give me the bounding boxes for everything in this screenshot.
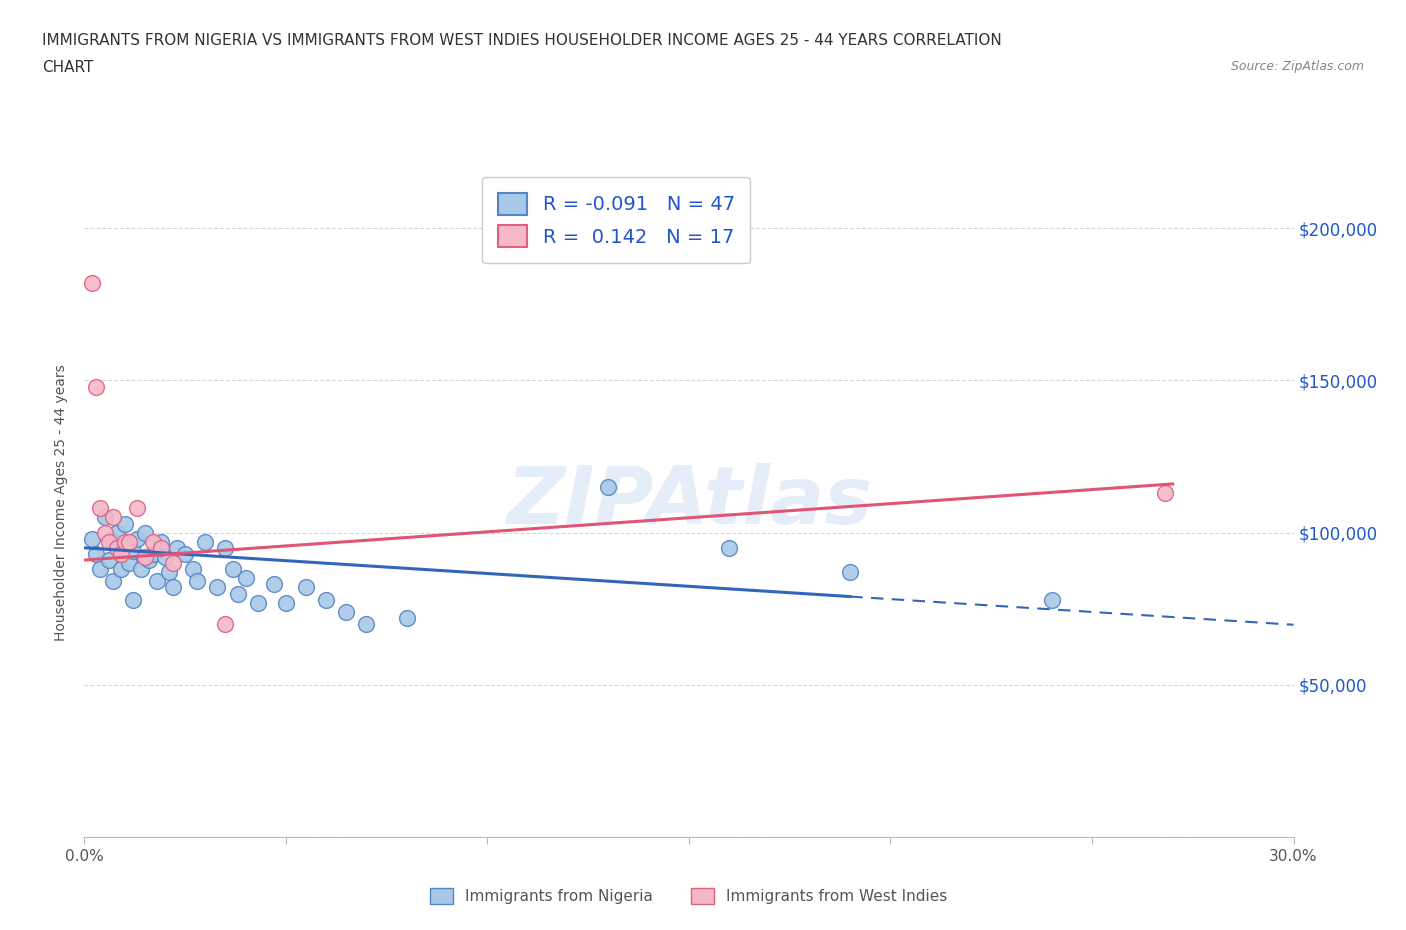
Point <box>134 550 156 565</box>
Point <box>315 592 337 607</box>
Point <box>125 531 148 546</box>
Point <box>129 562 152 577</box>
Point <box>93 525 115 540</box>
Point <box>101 535 124 550</box>
Point <box>97 535 120 550</box>
Point <box>149 540 172 555</box>
Point <box>1153 485 1175 500</box>
Point <box>89 562 111 577</box>
Point <box>86 547 108 562</box>
Point <box>598 480 620 495</box>
Point <box>118 535 141 550</box>
Point <box>114 535 136 550</box>
Point <box>97 552 120 567</box>
Point <box>153 550 176 565</box>
Point <box>395 610 418 625</box>
Point <box>149 535 172 550</box>
Point <box>121 592 143 607</box>
Legend: Immigrants from Nigeria, Immigrants from West Indies: Immigrants from Nigeria, Immigrants from… <box>418 876 960 916</box>
Point <box>718 540 741 555</box>
Point <box>146 574 169 589</box>
Point <box>134 525 156 540</box>
Point <box>226 586 249 601</box>
Point <box>125 501 148 516</box>
Point <box>138 552 160 567</box>
Y-axis label: Householder Income Ages 25 - 44 years: Householder Income Ages 25 - 44 years <box>55 364 69 641</box>
Text: ZIPAtlas: ZIPAtlas <box>506 463 872 541</box>
Point <box>110 547 132 562</box>
Point <box>157 565 180 579</box>
Point <box>214 540 236 555</box>
Point <box>246 595 269 610</box>
Point <box>82 531 104 546</box>
Point <box>142 547 165 562</box>
Point <box>839 565 862 579</box>
Point <box>101 510 124 525</box>
Point <box>356 617 378 631</box>
Point <box>335 604 357 619</box>
Point <box>86 379 108 394</box>
Text: Source: ZipAtlas.com: Source: ZipAtlas.com <box>1230 60 1364 73</box>
Point <box>118 555 141 570</box>
Text: CHART: CHART <box>42 60 94 75</box>
Point <box>114 538 136 552</box>
Point <box>235 571 257 586</box>
Point <box>207 580 229 595</box>
Point <box>93 510 115 525</box>
Point <box>162 580 184 595</box>
Point <box>1040 592 1063 607</box>
Point <box>114 516 136 531</box>
Point <box>134 550 156 565</box>
Point <box>295 580 318 595</box>
Point <box>174 547 197 562</box>
Point <box>105 525 128 540</box>
Point <box>110 562 132 577</box>
Point <box>162 555 184 570</box>
Point <box>89 501 111 516</box>
Point <box>274 595 297 610</box>
Point <box>101 574 124 589</box>
Point <box>105 540 128 555</box>
Point <box>142 535 165 550</box>
Text: IMMIGRANTS FROM NIGERIA VS IMMIGRANTS FROM WEST INDIES HOUSEHOLDER INCOME AGES 2: IMMIGRANTS FROM NIGERIA VS IMMIGRANTS FR… <box>42 33 1002 47</box>
Point <box>222 562 245 577</box>
Point <box>82 275 104 290</box>
Point <box>194 535 217 550</box>
Point <box>166 540 188 555</box>
Point <box>263 577 285 591</box>
Point <box>214 617 236 631</box>
Point <box>186 574 208 589</box>
Point <box>121 543 143 558</box>
Point <box>181 562 204 577</box>
